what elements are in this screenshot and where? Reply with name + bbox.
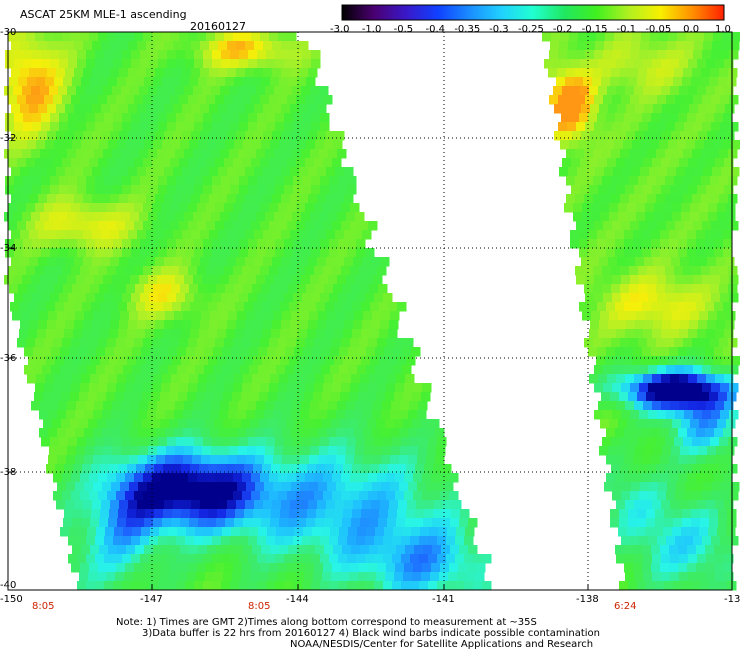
gridlines xyxy=(8,32,732,590)
colorbar-label: -0.2 xyxy=(552,24,573,35)
colorbar-gradient xyxy=(342,5,724,20)
lat-label: -40 xyxy=(0,580,17,591)
note-line-2: 3)Data buffer is 22 hrs from 20160127 4)… xyxy=(142,628,600,639)
lat-label: -36 xyxy=(0,353,17,364)
swath-left xyxy=(4,32,492,591)
lon-label: -144 xyxy=(286,594,309,605)
map-frame xyxy=(7,31,733,591)
colorbar-label: -0.05 xyxy=(645,24,672,35)
colorbar-label: -0.3 xyxy=(489,24,509,35)
lon-label: -141 xyxy=(432,594,455,605)
pass-time: 8:05 xyxy=(32,601,55,612)
colorbar-label: -0.1 xyxy=(616,24,637,35)
map-date: 20160127 xyxy=(190,20,246,33)
colorbar-label: -3.0 xyxy=(330,24,350,35)
colorbar xyxy=(341,4,725,21)
colorbar-label: -0.4 xyxy=(425,24,446,35)
swath-right xyxy=(542,32,740,591)
colorbar-label: -0.5 xyxy=(393,24,414,35)
note-line-3: NOAA/NESDIS/Center for Satellite Applica… xyxy=(290,639,594,650)
lat-label: -34 xyxy=(0,243,17,254)
colorbar-label: 0.0 xyxy=(683,24,700,35)
colorbar-label: 1.0 xyxy=(715,24,731,35)
colorbar-label: -1.0 xyxy=(361,24,382,35)
map-title: ASCAT 25KM MLE-1 ascending xyxy=(20,8,187,21)
lat-label: -32 xyxy=(0,133,17,144)
lon-label: -138 xyxy=(576,594,599,605)
lon-label: -13 xyxy=(724,594,740,605)
lon-label: -147 xyxy=(140,594,163,605)
colorbar-label: -0.25 xyxy=(518,24,544,35)
pass-time: 8:05 xyxy=(248,601,271,612)
lon-label: -150 xyxy=(0,594,23,605)
pass-time: 6:24 xyxy=(614,601,637,612)
colorbar-label: -0.35 xyxy=(454,24,481,35)
note-line-1: Note: 1) Times are GMT 2)Times along bot… xyxy=(116,617,537,628)
lat-label: -38 xyxy=(0,467,17,478)
lat-label: -30 xyxy=(0,27,17,38)
colorbar-label: -0.15 xyxy=(581,24,608,35)
